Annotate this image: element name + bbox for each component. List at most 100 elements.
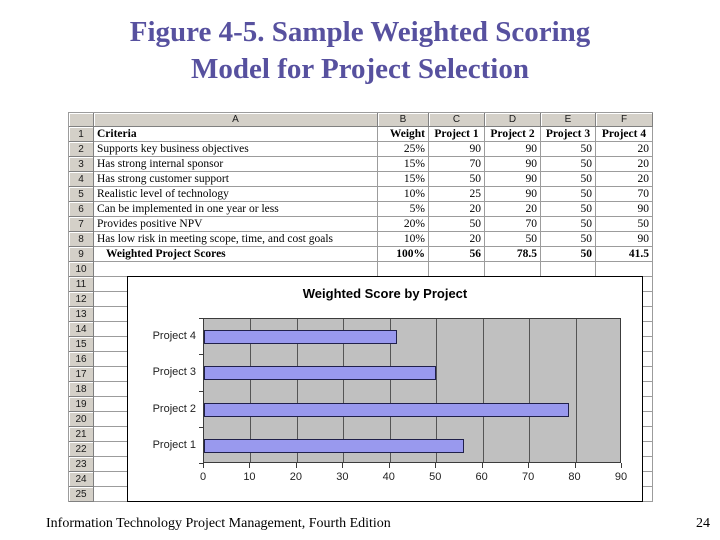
row-header-4: 4 xyxy=(69,172,94,187)
slide-title-line-2: Model for Project Selection xyxy=(191,53,529,85)
x-axis-label-20: 20 xyxy=(289,471,302,483)
sheet-cell: 50 xyxy=(541,232,596,247)
x-axis-label-10: 10 xyxy=(243,471,256,483)
sheet-cell: 25 xyxy=(429,187,485,202)
x-axis-label-50: 50 xyxy=(429,471,442,483)
x-axis-label-80: 80 xyxy=(568,471,581,483)
sheet-cell-empty xyxy=(596,262,653,277)
sheet-cell: 20 xyxy=(485,202,541,217)
row-header-23: 23 xyxy=(69,457,94,472)
sheet-cell: 90 xyxy=(485,157,541,172)
sheet-cell-empty xyxy=(429,262,485,277)
plot-gridline-40 xyxy=(389,319,391,462)
row-header-15: 15 xyxy=(69,337,94,352)
sheet-cell: Criteria xyxy=(94,127,378,142)
sheet-cell: 50 xyxy=(541,217,596,232)
row-header-5: 5 xyxy=(69,187,94,202)
x-axis-tick xyxy=(528,463,530,468)
sheet-cell: Project 4 xyxy=(596,127,653,142)
sheet-cell: 70 xyxy=(596,187,653,202)
bar-project-1 xyxy=(204,438,465,453)
weighted-score-chart: Weighted Score by Project Project 4 Proje… xyxy=(127,276,643,502)
sheet-cell: 10% xyxy=(378,187,429,202)
row-header-13: 13 xyxy=(69,307,94,322)
column-header-b: B xyxy=(378,113,429,127)
plot-gridline-10 xyxy=(250,319,252,462)
plot-gridline-30 xyxy=(343,319,345,462)
x-axis-label-70: 70 xyxy=(521,471,535,483)
sheet-cell: 50 xyxy=(541,247,596,262)
column-header-e: E xyxy=(541,113,596,127)
sheet-corner-cell xyxy=(69,113,94,127)
x-axis-label-90: 90 xyxy=(614,471,628,483)
sheet-cell: 20 xyxy=(596,157,653,172)
sheet-cell: 15% xyxy=(378,157,429,172)
column-header-a: A xyxy=(94,113,378,127)
sheet-cell: 90 xyxy=(485,187,541,202)
sheet-cell: 20 xyxy=(429,202,485,217)
sheet-cell-empty xyxy=(541,262,596,277)
sheet-cell: Supports key business objectives xyxy=(94,142,378,157)
row-header-25: 25 xyxy=(69,487,94,502)
sheet-cell: 90 xyxy=(485,172,541,187)
sheet-cell: 5% xyxy=(378,202,429,217)
sheet-cell: 90 xyxy=(485,142,541,157)
sheet-cell: 90 xyxy=(429,142,485,157)
row-header-11: 11 xyxy=(69,277,94,292)
sheet-cell: 56 xyxy=(429,247,485,262)
x-axis-tick xyxy=(249,463,251,468)
sheet-cell: Can be implemented in one year or less xyxy=(94,202,378,217)
sheet-cell: 50 xyxy=(429,217,485,232)
sheet-cell: Has strong customer support xyxy=(94,172,378,187)
column-header-f: F xyxy=(596,113,653,127)
sheet-cell: Weighted Project Scores xyxy=(94,247,378,262)
sheet-cell: 20 xyxy=(596,172,653,187)
chart-plot-area xyxy=(203,318,621,463)
bar-project-2 xyxy=(204,402,569,417)
sheet-cell: 78.5 xyxy=(485,247,541,262)
x-axis-tick xyxy=(574,463,576,468)
x-axis-label-0: 0 xyxy=(199,471,207,483)
row-header-2: 2 xyxy=(69,142,94,157)
category-label-project-1: Project 1 xyxy=(152,438,196,451)
column-header-d: D xyxy=(485,113,541,127)
row-header-19: 19 xyxy=(69,397,94,412)
sheet-cell: 10% xyxy=(378,232,429,247)
row-header-10: 10 xyxy=(69,262,94,277)
x-axis-tick xyxy=(621,463,622,468)
sheet-cell: 100% xyxy=(378,247,429,262)
sheet-cell: Has strong internal sponsor xyxy=(94,157,378,172)
x-axis-tick xyxy=(295,463,297,468)
sheet-cell-empty xyxy=(378,262,429,277)
sheet-cell: Provides positive NPV xyxy=(94,217,378,232)
sheet-cell: 15% xyxy=(378,172,429,187)
y-axis-tick xyxy=(199,463,203,464)
y-axis-tick xyxy=(199,426,203,428)
sheet-cell: 25% xyxy=(378,142,429,157)
plot-gridline-60 xyxy=(482,319,484,462)
sheet-cell: 50 xyxy=(541,142,596,157)
sheet-cell-empty xyxy=(94,262,378,277)
bar-project-4 xyxy=(204,330,397,344)
sheet-cell: 50 xyxy=(541,157,596,172)
category-label-project-4: Project 4 xyxy=(152,330,196,342)
x-axis-tick xyxy=(481,463,483,468)
y-axis-tick xyxy=(199,318,203,319)
sheet-cell: Project 3 xyxy=(541,127,596,142)
row-header-3: 3 xyxy=(69,157,94,172)
x-axis-label-30: 30 xyxy=(336,471,349,483)
bar-project-3 xyxy=(204,366,437,381)
category-label-project-3: Project 3 xyxy=(152,366,196,379)
page-number: 24 xyxy=(696,516,710,531)
row-header-21: 21 xyxy=(69,427,94,442)
slide-title: Figure 4-5. Sample Weighted Scoring Mode… xyxy=(0,14,720,88)
x-axis-tick xyxy=(203,463,204,468)
x-axis-label-60: 60 xyxy=(475,471,488,483)
row-header-6: 6 xyxy=(69,202,94,217)
sheet-cell-empty xyxy=(485,262,541,277)
row-header-1: 1 xyxy=(69,127,94,142)
plot-gridline-50 xyxy=(436,319,438,462)
sheet-cell: Realistic level of technology xyxy=(94,187,378,202)
plot-gridline-70 xyxy=(529,319,531,462)
